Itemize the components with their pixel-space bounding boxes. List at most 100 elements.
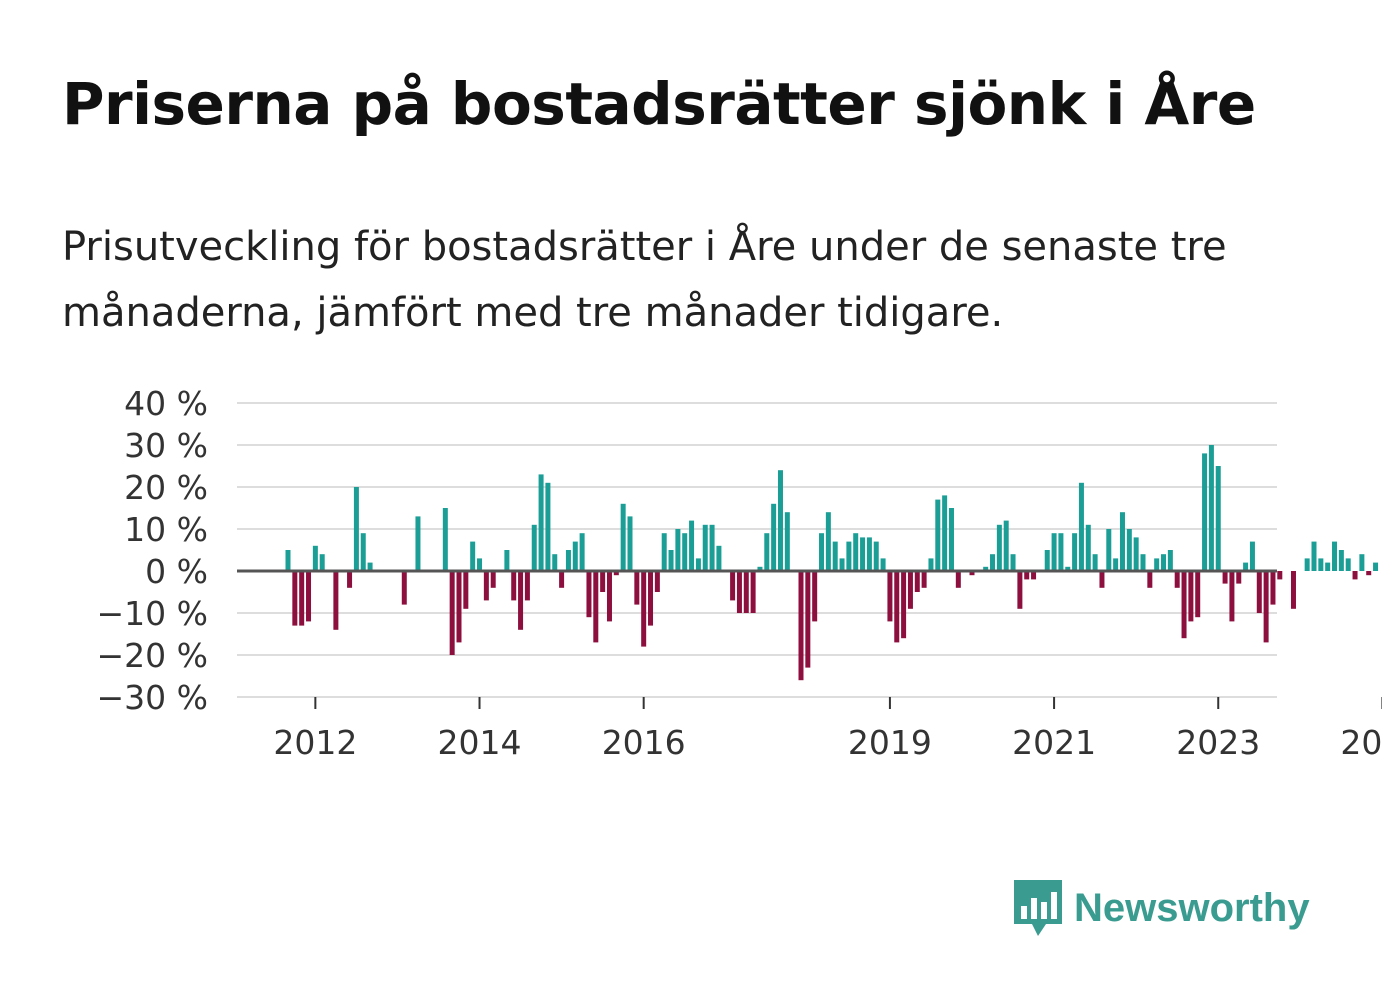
bar	[983, 566, 989, 571]
bar	[969, 571, 975, 576]
brand-name: Newsworthy	[1074, 885, 1310, 930]
y-tick-label: −30 %	[97, 678, 209, 717]
bar	[1161, 554, 1167, 571]
bar	[1352, 571, 1358, 580]
bar	[1236, 571, 1242, 584]
bar	[1024, 571, 1030, 580]
x-tick-label: 2021	[1012, 723, 1096, 762]
bar	[463, 571, 469, 609]
bar	[360, 533, 366, 571]
y-tick-label: 20 %	[124, 468, 208, 507]
bar	[1243, 562, 1249, 571]
bar	[1031, 571, 1037, 580]
bar	[511, 571, 517, 601]
bar	[1154, 558, 1160, 571]
bar	[1072, 533, 1078, 571]
bar	[1202, 453, 1208, 571]
bar	[1290, 571, 1296, 609]
bar	[1373, 562, 1379, 571]
bar	[1085, 524, 1091, 571]
bar	[565, 550, 571, 571]
x-tick-label: 2023	[1176, 723, 1260, 762]
bar	[990, 554, 996, 571]
bar	[839, 558, 845, 571]
bar	[955, 571, 961, 588]
y-tick-label: −10 %	[97, 594, 209, 633]
bar	[1277, 571, 1283, 580]
bar	[333, 571, 339, 630]
bar	[524, 571, 530, 601]
bar	[1017, 571, 1023, 609]
bar	[1215, 466, 1221, 571]
bar	[1249, 541, 1255, 571]
bar	[415, 516, 421, 571]
bar	[1304, 558, 1310, 571]
bar	[292, 571, 298, 626]
bar	[648, 571, 654, 626]
bar	[1099, 571, 1105, 588]
bar	[948, 508, 954, 571]
bar	[477, 558, 483, 571]
bar	[1147, 571, 1153, 588]
bar	[1106, 529, 1112, 571]
bar	[319, 554, 325, 571]
brand-logo[interactable]: Newsworthy	[1012, 878, 1310, 938]
bar	[716, 545, 722, 571]
bar	[1345, 558, 1351, 571]
bar	[1003, 520, 1009, 571]
bar	[1332, 541, 1338, 571]
bar	[1181, 571, 1187, 639]
bar	[901, 571, 907, 639]
chart-title: Priserna på bostadsrätter sjönk i Åre	[62, 70, 1256, 138]
bar	[825, 512, 831, 571]
bar	[668, 550, 674, 571]
y-tick-label: 0 %	[145, 552, 208, 591]
bar	[1263, 571, 1269, 643]
bar	[579, 533, 585, 571]
bar	[1359, 554, 1365, 571]
bar	[1366, 571, 1372, 576]
bar	[1311, 541, 1317, 571]
bar	[620, 503, 626, 571]
bar	[1092, 554, 1098, 571]
bar	[675, 529, 681, 571]
bar	[860, 537, 866, 571]
bar	[600, 571, 606, 592]
x-tick-label: 2025	[1340, 723, 1382, 762]
bar	[866, 537, 872, 571]
bar	[743, 571, 749, 613]
bar	[545, 482, 551, 571]
bar	[914, 571, 920, 592]
bar-chart: 40 %30 %20 %10 %0 %−10 %−20 %−30 % 2012 2…	[97, 384, 1382, 762]
y-tick-label: 40 %	[124, 384, 208, 423]
bar	[887, 571, 893, 622]
y-tick-label: 30 %	[124, 426, 208, 465]
bars	[285, 445, 1379, 681]
bar	[654, 571, 660, 592]
bar	[641, 571, 647, 647]
bar	[1113, 558, 1119, 571]
bar	[695, 558, 701, 571]
bar	[504, 550, 510, 571]
bar	[812, 571, 818, 622]
bar	[1325, 562, 1331, 571]
bar	[627, 516, 633, 571]
y-tick-label: 10 %	[124, 510, 208, 549]
bar	[880, 558, 886, 571]
bar	[1229, 571, 1235, 622]
bar	[1058, 533, 1064, 571]
bar	[552, 554, 558, 571]
bar	[853, 533, 859, 571]
bar	[996, 524, 1002, 571]
bar	[347, 571, 353, 588]
bar	[299, 571, 305, 626]
chart-subtitle: Prisutveckling för bostadsrätter i Åre u…	[62, 224, 1227, 336]
bar	[894, 571, 900, 643]
bar	[661, 533, 667, 571]
bar	[490, 571, 496, 588]
bar	[367, 562, 373, 571]
bar	[873, 541, 879, 571]
newsworthy-logo-icon	[1014, 880, 1062, 936]
bar	[1188, 571, 1194, 622]
bar	[593, 571, 599, 643]
